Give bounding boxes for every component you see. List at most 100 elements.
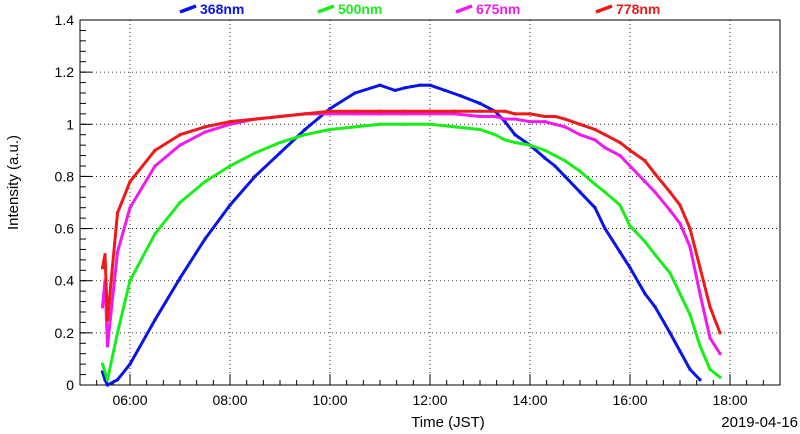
series-segment: [278, 128, 307, 155]
series-segment: [354, 83, 381, 95]
data-point: [718, 375, 722, 379]
series-segment: [404, 83, 421, 90]
series-segment: [529, 112, 546, 118]
series-segment: [564, 159, 581, 173]
series-segment: [544, 156, 556, 168]
series-segment: [304, 109, 331, 116]
y-tick-label: 0.2: [55, 325, 75, 341]
data-point: [718, 352, 722, 356]
series-segment: [454, 125, 481, 131]
series-segment: [628, 164, 647, 183]
series-segment: [603, 227, 622, 253]
series-segment: [429, 122, 456, 129]
y-tick-label: 0.4: [55, 273, 75, 289]
series-segment: [579, 133, 596, 142]
series-368nm: [101, 83, 702, 387]
series-segment: [653, 172, 672, 194]
legend-swatch: [595, 4, 613, 14]
series-segment: [444, 88, 461, 98]
series-segment: [653, 191, 672, 212]
series-segment: [179, 125, 206, 137]
series-segment: [304, 128, 331, 137]
series-segment: [494, 115, 506, 121]
series-segment: [116, 207, 132, 253]
series-segment: [619, 141, 631, 152]
series-segment: [688, 246, 702, 295]
series-segment: [668, 209, 682, 225]
series-segment: [128, 165, 157, 209]
series-segment: [594, 183, 606, 194]
series-segment: [688, 314, 702, 347]
series-segment: [154, 143, 181, 168]
series-segment: [698, 267, 712, 308]
series-segment: [454, 112, 481, 118]
series-segment: [688, 228, 702, 269]
series-segment: [106, 251, 119, 347]
series-segment: [204, 164, 231, 183]
series-segment: [629, 149, 646, 163]
data-point: [453, 125, 457, 129]
series-segment: [678, 350, 692, 371]
y-tick-label: 1: [66, 116, 74, 132]
grid: [80, 20, 780, 385]
legend-label: 778nm: [616, 1, 660, 17]
series-segment: [116, 181, 132, 214]
series-segment: [593, 207, 607, 230]
series-segment: [254, 141, 281, 155]
x-tick-label: 12:00: [412, 392, 447, 408]
series-segment: [116, 280, 132, 334]
series-segment: [529, 143, 546, 152]
series-segment: [678, 204, 692, 230]
series-segment: [643, 159, 657, 175]
legend-label: 368nm: [200, 1, 244, 17]
series-segment: [106, 332, 119, 381]
series-segment: [618, 204, 632, 227]
series-segment: [153, 201, 182, 235]
series-segment: [329, 125, 356, 131]
series-segment: [116, 363, 132, 381]
series-segment: [106, 378, 119, 387]
series-segment: [604, 190, 621, 207]
plot-frame: [79, 19, 781, 386]
series-500nm: [101, 122, 722, 382]
series-segment: [668, 272, 682, 295]
data-points: [101, 83, 722, 387]
series-segment: [228, 175, 257, 207]
x-tick-label: 06:00: [112, 392, 147, 408]
series-segment: [698, 345, 712, 370]
series-segment: [179, 130, 206, 147]
series-segment: [459, 94, 481, 105]
series-segment: [678, 293, 692, 316]
series-segment: [503, 120, 517, 136]
series-segment: [354, 122, 381, 129]
series-segment: [643, 240, 657, 256]
series-segment: [379, 83, 396, 92]
data-point: [718, 331, 722, 335]
y-tick-label: 0.8: [55, 168, 75, 184]
series-segment: [479, 128, 496, 137]
series-segment: [554, 122, 566, 129]
legend-swatch: [455, 4, 473, 14]
series-segment: [544, 120, 556, 126]
legend-swatch: [317, 4, 335, 14]
series-segment: [429, 83, 446, 92]
series-segment: [178, 238, 207, 279]
legend-swatch: [179, 4, 197, 14]
series-segment: [279, 112, 306, 118]
series-segment: [579, 170, 596, 186]
x-tick-label: 10:00: [312, 392, 347, 408]
series-segment: [254, 114, 281, 121]
series-segment: [128, 319, 157, 365]
series-segment: [494, 133, 506, 142]
series-segment: [203, 204, 232, 240]
series-segment: [253, 151, 282, 178]
x-axis-label: Time (JST): [411, 414, 485, 431]
series-segment: [564, 117, 581, 126]
data-point: [698, 378, 702, 382]
x-tick-label: 16:00: [612, 392, 647, 408]
series-segment: [564, 125, 581, 137]
series-segment: [628, 224, 647, 243]
series-segment: [653, 306, 672, 334]
series-segment: [579, 122, 596, 131]
